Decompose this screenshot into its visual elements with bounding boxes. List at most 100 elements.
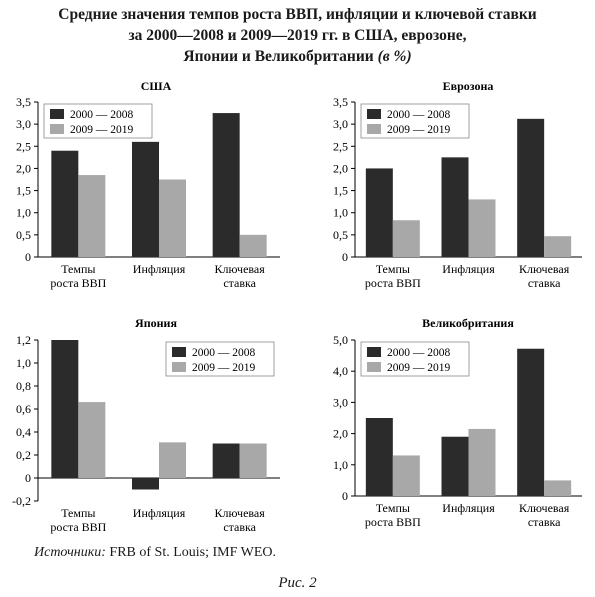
bar-2000-2008 — [212, 443, 240, 478]
bar-2000-2008 — [212, 113, 240, 257]
bar-2009-2019 — [239, 443, 267, 478]
bar-2009-2019 — [159, 442, 186, 478]
bar-2009-2019 — [544, 236, 572, 257]
y-tick-label: 2,5 — [333, 139, 348, 153]
y-tick-label: 0 — [342, 489, 348, 503]
legend-label: 2000 — 2008 — [387, 109, 451, 121]
y-tick-label: 4,0 — [333, 364, 348, 378]
legend-swatch — [172, 362, 186, 372]
chart-usa: США 0 0,5 1,0 1,5 2,0 2,5 3,0 3,5 Темпы роста ВВП И… — [16, 79, 280, 290]
bar-2000-2008 — [365, 168, 393, 257]
chart-title-eurozone: Еврозона — [443, 79, 494, 93]
legend: 2000 — 2008 2009 — 2019 — [165, 341, 275, 377]
legend-label: 2009 — 2019 — [387, 124, 451, 136]
legend-label: 2000 — 2008 — [192, 347, 256, 359]
figure-title-line-2: за 2000—2008 и 2009—2019 гг. в США, евро… — [128, 27, 467, 44]
legend-swatch — [367, 109, 381, 119]
source-label: Источники: — [34, 545, 106, 560]
bar-2009-2019 — [239, 234, 267, 257]
y-tick-label: -0,2 — [12, 494, 31, 508]
y-tick-label: 1,0 — [333, 206, 348, 220]
category-label: Ключевая ставка — [215, 262, 266, 290]
bar-2000-2008 — [132, 141, 159, 257]
y-tick-label: 0,8 — [16, 379, 31, 393]
legend: 2000 — 2008 2009 — 2019 — [360, 341, 470, 377]
bar-2000-2008 — [51, 150, 79, 257]
y-tick-label: 3,5 — [16, 95, 31, 109]
bar-2009-2019 — [544, 480, 572, 496]
legend-label: 2009 — 2019 — [70, 124, 134, 136]
category-label: Темпы роста ВВП — [50, 506, 106, 534]
chart-title-japan: Япония — [135, 316, 177, 330]
y-tick-label: 2,0 — [16, 161, 31, 175]
bar-2009-2019 — [78, 402, 106, 478]
y-tick-label: 2,0 — [333, 427, 348, 441]
chart-title-uk: Великобритания — [422, 316, 514, 330]
legend-label: 2009 — 2019 — [387, 362, 451, 374]
figure-title-unit: (в %) — [377, 48, 412, 65]
bar-2000-2008 — [51, 340, 79, 478]
legend-swatch — [367, 347, 381, 357]
y-tick-label: 3,0 — [16, 117, 31, 131]
y-tick-label: 0,4 — [16, 425, 31, 439]
y-tick-label: 3,5 — [333, 95, 348, 109]
category-label: Ключевая ставка — [519, 501, 570, 529]
legend: 2000 — 2008 2009 — 2019 — [360, 103, 470, 139]
y-tick-label: 0 — [25, 250, 31, 264]
category-label: Темпы роста ВВП — [50, 262, 106, 290]
category-label: Инфляция — [442, 501, 495, 515]
figure-title-line-3: Японии и Великобритании (в %) — [0, 46, 595, 67]
y-tick-label: 3,0 — [333, 395, 348, 409]
category-label: Темпы роста ВВП — [365, 501, 421, 529]
bar-2000-2008 — [365, 418, 393, 496]
figure-title-countries: Японии и Великобритании — [183, 48, 374, 65]
bar-2009-2019 — [468, 199, 496, 257]
source-text: FRB of St. Louis; IMF WEO. — [109, 545, 277, 560]
y-tick-label: 1,2 — [16, 333, 31, 347]
chart-eurozone: Еврозона 0 0,5 1,0 1,5 2,0 2,5 3,0 3,5 Темпы роста… — [333, 79, 582, 290]
y-tick-label: 1,5 — [333, 184, 348, 198]
bar-2000-2008 — [441, 436, 469, 496]
y-tick-label: 1,0 — [16, 356, 31, 370]
legend-swatch — [367, 124, 381, 134]
category-label: Ключевая ставка — [519, 262, 570, 290]
y-tick-label: 2,0 — [333, 161, 348, 175]
y-tick-label: 2,5 — [16, 139, 31, 153]
bar-2000-2008 — [517, 348, 545, 496]
bar-2009-2019 — [159, 179, 186, 257]
category-label: Инфляция — [442, 262, 495, 276]
y-tick-label: 1,0 — [16, 206, 31, 220]
chart-title-usa: США — [141, 79, 172, 93]
bar-2009-2019 — [392, 455, 420, 496]
bar-2009-2019 — [468, 428, 496, 496]
y-tick-label: 0,5 — [333, 228, 348, 242]
y-tick-label: 0 — [25, 471, 31, 485]
bar-2000-2008 — [132, 478, 159, 490]
y-tick-label: 0,2 — [16, 448, 31, 462]
legend-swatch — [367, 362, 381, 372]
y-tick-label: 0,6 — [16, 402, 31, 416]
bar-2000-2008 — [517, 118, 545, 257]
chart-japan: Япония -0,2 0 0,2 0,4 0,6 0,8 1,0 1,2 Темпы роста … — [12, 316, 280, 534]
category-label: Инфляция — [133, 506, 186, 520]
y-tick-label: 1,5 — [16, 184, 31, 198]
legend-swatch — [50, 124, 64, 134]
source-note: Источники: FRB of St. Louis; IMF WEO. — [34, 545, 276, 561]
y-tick-label: 0,5 — [16, 228, 31, 242]
bar-2009-2019 — [78, 175, 106, 257]
category-label: Ключевая ставка — [215, 506, 266, 534]
legend-swatch — [172, 347, 186, 357]
y-tick-label: 3,0 — [333, 117, 348, 131]
legend-label: 2000 — 2008 — [387, 347, 451, 359]
y-tick-label: 0 — [342, 250, 348, 264]
figure-title-line-1: Средние значения темпов роста ВВП, инфля… — [58, 6, 537, 23]
figure-caption: Рис. 2 — [278, 575, 317, 591]
y-tick-label: 5,0 — [333, 333, 348, 347]
legend-swatch — [50, 109, 64, 119]
chart-uk: Великобритания 0 1,0 2,0 3,0 4,0 5,0 Темпы роста… — [333, 316, 582, 529]
bar-2009-2019 — [392, 220, 420, 257]
category-label: Темпы роста ВВП — [365, 262, 421, 290]
category-label: Инфляция — [133, 262, 186, 276]
y-tick-label: 1,0 — [333, 458, 348, 472]
bar-2000-2008 — [441, 157, 469, 257]
